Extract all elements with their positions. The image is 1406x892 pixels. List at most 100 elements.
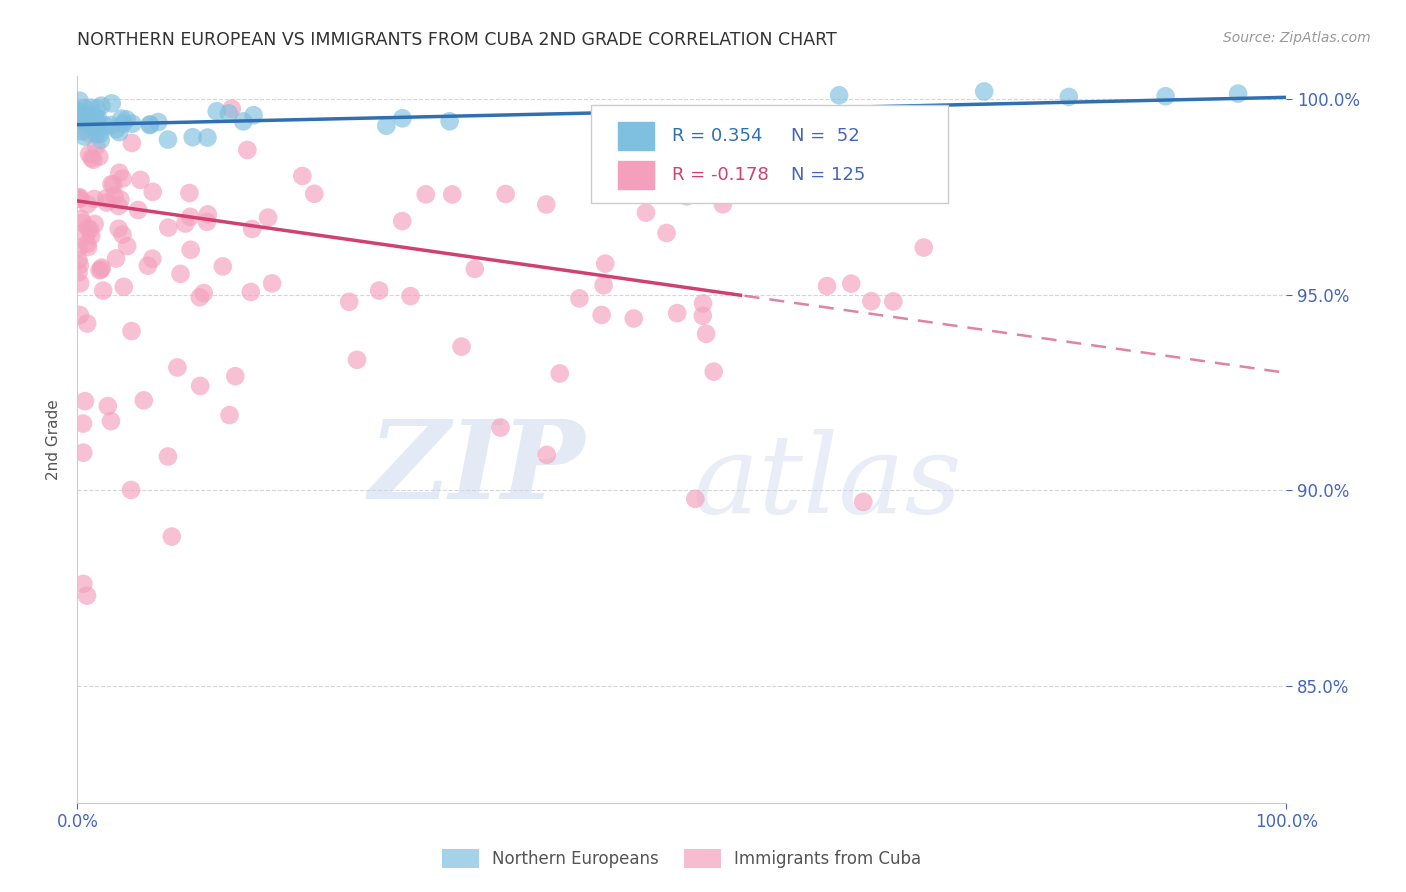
Point [141, 252, 163, 266]
Point [103, 188, 125, 202]
Point [108, 166, 131, 180]
Text: ZIP: ZIP [368, 415, 585, 522]
Point [80, 151, 103, 165]
Point [75, 227, 97, 242]
Point [441, 187, 464, 202]
Point [84, 139, 107, 153]
Point [224, 369, 246, 384]
Point [139, 117, 162, 131]
Point [77, 126, 100, 140]
Point [90, 133, 112, 147]
Point [675, 189, 697, 203]
Point [127, 202, 149, 217]
Point [489, 420, 512, 434]
Point [105, 252, 128, 266]
Point [160, 530, 183, 544]
Point [94, 119, 117, 133]
Point [218, 106, 240, 120]
Point [136, 259, 159, 273]
Point [112, 117, 135, 131]
Point [368, 284, 391, 298]
Point [240, 222, 263, 236]
Y-axis label: 2nd Grade: 2nd Grade [46, 399, 62, 480]
Point [96, 192, 118, 206]
Point [100, 414, 122, 428]
Point [76, 117, 98, 131]
Point [76, 112, 98, 127]
Point [197, 207, 219, 221]
Point [111, 227, 134, 242]
Point [221, 102, 243, 116]
Point [91, 284, 114, 298]
Point [242, 108, 264, 122]
Point [84, 111, 107, 125]
Point [82, 120, 104, 134]
Point [69, 94, 91, 108]
Point [142, 185, 165, 199]
Point [193, 286, 215, 301]
Point [80, 228, 103, 243]
Text: Source: ZipAtlas.com: Source: ZipAtlas.com [1223, 31, 1371, 45]
Bar [617, 122, 654, 150]
Point [83, 110, 105, 124]
Point [464, 261, 486, 276]
Point [346, 352, 368, 367]
Point [82, 153, 104, 167]
Point [107, 221, 129, 235]
Point [129, 173, 152, 187]
Point [72, 577, 94, 591]
Point [110, 193, 132, 207]
Point [391, 214, 413, 228]
Point [828, 88, 851, 103]
Point [77, 108, 100, 122]
Point [70, 124, 93, 138]
Point [139, 118, 162, 132]
Point [181, 130, 204, 145]
Point [77, 147, 100, 161]
Point [76, 317, 98, 331]
Bar [617, 161, 654, 189]
Point [80, 114, 103, 128]
Point [666, 306, 689, 320]
Point [67, 191, 90, 205]
Text: R = -0.178: R = -0.178 [672, 166, 769, 185]
Text: R = 0.354: R = 0.354 [672, 127, 762, 145]
Point [87, 112, 110, 126]
Point [77, 240, 100, 254]
Point [121, 117, 143, 131]
Point [180, 243, 202, 257]
Point [69, 258, 91, 272]
Point [692, 309, 714, 323]
Point [399, 289, 422, 303]
Point [195, 215, 218, 229]
Point [86, 127, 108, 141]
Point [711, 197, 734, 211]
Point [593, 257, 616, 271]
Point [76, 589, 98, 603]
Point [69, 192, 91, 206]
Point [536, 448, 558, 462]
Point [76, 236, 98, 251]
Point [97, 399, 120, 413]
Point [105, 122, 128, 136]
Point [103, 178, 125, 192]
Point [100, 118, 122, 132]
Text: atlas: atlas [692, 429, 962, 537]
Point [110, 112, 132, 126]
Point [69, 308, 91, 322]
Point [166, 360, 188, 375]
Point [169, 267, 191, 281]
Point [108, 125, 131, 139]
Point [703, 365, 725, 379]
Point [391, 112, 413, 126]
Point [157, 220, 180, 235]
Point [188, 290, 211, 304]
Point [232, 114, 254, 128]
Point [188, 379, 211, 393]
Point [75, 116, 97, 130]
Point [112, 280, 135, 294]
Point [70, 211, 93, 226]
Point [121, 324, 143, 338]
Point [179, 186, 201, 200]
Text: NORTHERN EUROPEAN VS IMMIGRANTS FROM CUBA 2ND GRADE CORRELATION CHART: NORTHERN EUROPEAN VS IMMIGRANTS FROM CUB… [77, 31, 837, 49]
